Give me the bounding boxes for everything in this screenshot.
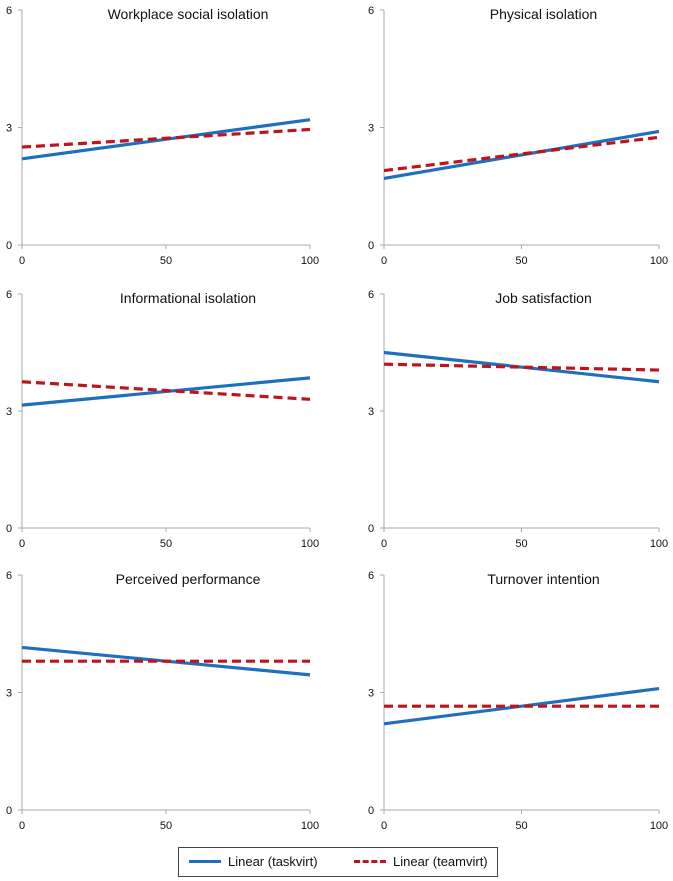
y-tick-label: 0 [368,805,374,817]
series-line-teamvirt [21,380,311,401]
chart-panel-3: 0 3 6 0 50 100 Informational isolation [6,289,319,550]
legend-swatch-taskvirt [189,860,221,863]
chart-title: Informational isolation [120,290,256,306]
x-tick-label: 100 [650,255,668,267]
y-tick-label: 0 [368,240,374,252]
x-tick-label: 50 [515,820,527,832]
x-tick-label: 0 [19,538,25,550]
x-tick-label: 50 [160,255,172,267]
series-line-teamvirt [21,127,311,149]
series-line-taskvirt [383,129,660,180]
y-tick-label: 3 [368,688,374,700]
x-tick-label: 0 [19,820,25,832]
y-tick-label: 6 [368,5,374,17]
x-tick-label: 100 [650,820,668,832]
y-tick-label: 0 [6,523,12,535]
series-line-teamvirt [383,135,660,173]
x-tick-label: 50 [160,820,172,832]
y-tick-label: 0 [368,523,374,535]
y-tick-label: 0 [6,240,12,252]
chart-panel-6: 0 3 6 0 50 100 Turnover intention [368,570,668,832]
legend: Linear (taskvirt) Linear (teamvirt) [178,847,498,877]
y-tick-label: 6 [368,570,374,582]
chart-panel-1: 0 3 6 0 50 100 Workplace social isolation [6,5,319,267]
chart-title: Workplace social isolation [108,6,269,22]
x-tick-label: 0 [381,538,387,550]
x-tick-label: 50 [515,538,527,550]
series-line-taskvirt [383,686,660,726]
x-tick-label: 50 [515,255,527,267]
y-tick-label: 0 [6,805,12,817]
legend-item-taskvirt: Linear (taskvirt) [189,854,318,869]
y-tick-label: 3 [6,123,12,135]
legend-item-teamvirt: Linear (teamvirt) [354,854,488,869]
y-tick-label: 3 [6,688,12,700]
legend-label-taskvirt: Linear (taskvirt) [228,854,318,869]
legend-label-teamvirt: Linear (teamvirt) [393,854,488,869]
chart-title: Physical isolation [490,6,597,22]
x-tick-label: 0 [381,820,387,832]
series-line-taskvirt [383,350,660,384]
chart-panel-2: 0 3 6 0 50 100 Physical isolation [368,5,668,267]
series-line-teamvirt [383,362,660,372]
y-tick-label: 6 [6,289,12,301]
x-tick-label: 100 [301,538,319,550]
chart-title: Turnover intention [487,571,599,587]
x-tick-label: 0 [19,255,25,267]
x-tick-label: 50 [160,538,172,550]
y-tick-label: 6 [368,289,374,301]
chart-panel-4: 0 3 6 0 50 100 Job satisfaction [368,289,668,550]
y-tick-label: 3 [6,406,12,418]
x-tick-label: 100 [301,820,319,832]
y-tick-label: 6 [6,5,12,17]
x-tick-label: 100 [650,538,668,550]
x-tick-label: 100 [301,255,319,267]
chart-panel-5: 0 3 6 0 50 100 Perceived performance [6,570,319,832]
y-tick-label: 6 [6,570,12,582]
y-tick-label: 3 [368,123,374,135]
legend-swatch-teamvirt [354,860,386,863]
chart-title: Job satisfaction [495,290,592,306]
x-tick-label: 0 [381,255,387,267]
chart-title: Perceived performance [116,571,261,587]
y-tick-label: 3 [368,406,374,418]
